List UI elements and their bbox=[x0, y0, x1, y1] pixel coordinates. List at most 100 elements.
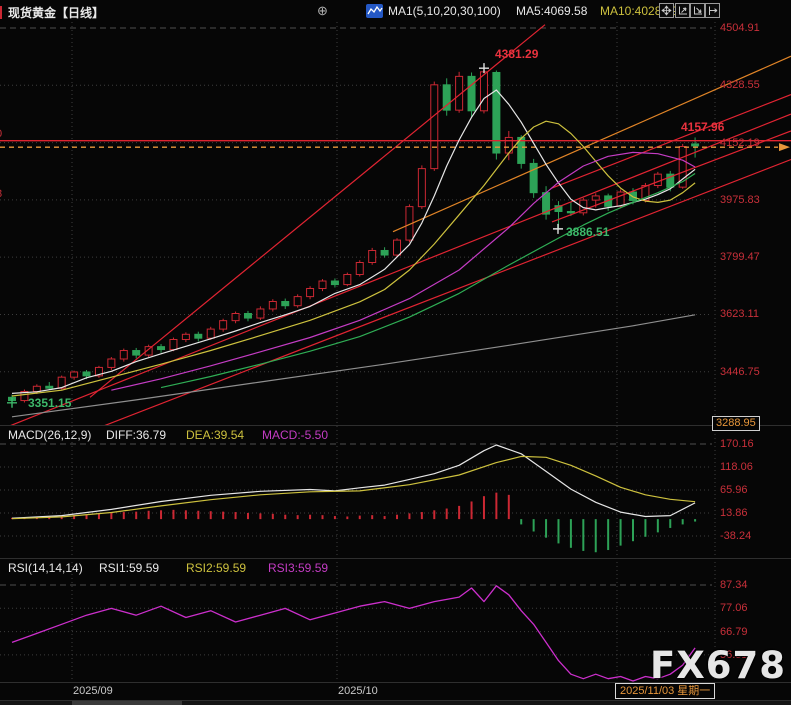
instrument-title: 现货黄金【日线】 bbox=[8, 6, 105, 20]
exit-right-icon[interactable] bbox=[705, 3, 720, 18]
candle-body bbox=[157, 346, 166, 351]
candle-body bbox=[281, 300, 290, 307]
crosshair-move-icon[interactable] bbox=[659, 3, 674, 18]
ma-line-ma10 bbox=[11, 120, 696, 397]
candle-body bbox=[256, 308, 265, 319]
y-axis-label: 66.79 bbox=[720, 625, 748, 638]
macd-dea-line bbox=[11, 455, 696, 520]
candle-body bbox=[219, 320, 228, 330]
ma5-value: MA5:4069.58 bbox=[516, 4, 588, 18]
macd-diff-value: DIFF:36.79 bbox=[106, 428, 167, 442]
candle-body bbox=[591, 195, 600, 201]
y-axis-label: 13.86 bbox=[720, 507, 748, 519]
y-axis-label: 4152.19 bbox=[720, 136, 760, 149]
clipped-candle-fragment bbox=[0, 6, 2, 19]
candle-body bbox=[691, 143, 700, 147]
candle-body bbox=[268, 300, 277, 310]
candle-body bbox=[293, 296, 302, 307]
macd-dea-value: DEA:39.54 bbox=[186, 428, 245, 442]
hline-price-label: 4157.96 bbox=[681, 120, 725, 134]
price-arrow bbox=[779, 143, 790, 152]
candle-body bbox=[492, 71, 501, 154]
y-axis-label: 3799.47 bbox=[720, 251, 760, 264]
candle-body bbox=[393, 239, 402, 256]
macd-hist-value: MACD:-5.50 bbox=[262, 428, 329, 442]
candle-body bbox=[107, 358, 116, 368]
candle-body bbox=[653, 173, 662, 187]
rsi-params-label: RSI(14,14,14) bbox=[8, 561, 83, 575]
candle-body bbox=[641, 185, 650, 201]
candle-body bbox=[231, 313, 240, 322]
candle-body bbox=[380, 249, 389, 256]
candle-body bbox=[45, 385, 54, 389]
y-axis-label: 4328.55 bbox=[720, 79, 760, 92]
peak-price-label: 4381.29 bbox=[495, 47, 539, 61]
candle-body bbox=[169, 338, 178, 351]
macd-params-label: MACD(26,12,9) bbox=[8, 428, 92, 442]
candle-body bbox=[455, 75, 464, 111]
trendline bbox=[89, 24, 546, 398]
trendline bbox=[392, 55, 791, 233]
rsi-line bbox=[11, 585, 696, 682]
rsi3-value: RSI3:59.59 bbox=[268, 561, 329, 575]
extreme-cross-marker bbox=[7, 397, 17, 408]
candle-body bbox=[243, 313, 252, 319]
y-axis-label: 65.96 bbox=[720, 484, 748, 496]
extreme-cross-marker bbox=[479, 63, 489, 74]
y-axis-label: 170.16 bbox=[720, 438, 754, 450]
y-axis-label: 4504.91 bbox=[720, 22, 760, 34]
scrollbar-track[interactable] bbox=[0, 701, 791, 705]
y-axis-label: 3623.11 bbox=[720, 308, 759, 321]
candlestick-chart-icon[interactable] bbox=[366, 4, 383, 18]
candle-body bbox=[20, 390, 29, 402]
candle-body bbox=[206, 328, 215, 339]
candle-body bbox=[194, 333, 203, 339]
candle-body bbox=[330, 280, 339, 286]
rsi1-value: RSI1:59.59 bbox=[99, 561, 160, 575]
x-axis-label-sep: 2025/09 bbox=[73, 685, 113, 697]
ma-line-ma5 bbox=[11, 89, 696, 394]
candle-body bbox=[442, 84, 451, 111]
y-axis-label: 118.06 bbox=[720, 461, 753, 473]
link-icon[interactable]: ⊕ bbox=[317, 3, 328, 18]
rsi2-value: RSI2:59.59 bbox=[186, 561, 247, 575]
zoom-y-axis-icon[interactable] bbox=[675, 3, 690, 18]
candle-body bbox=[430, 84, 439, 170]
zoom-x-axis-icon[interactable] bbox=[690, 3, 705, 18]
candle-body bbox=[467, 75, 476, 112]
scrollbar-thumb[interactable] bbox=[72, 701, 182, 705]
ma-params-label: MA1(5,10,20,30,100) bbox=[388, 4, 501, 18]
y-axis-label: 77.06 bbox=[720, 602, 748, 615]
current-date-badge: 2025/11/03 星期一 bbox=[615, 683, 716, 699]
candle-body bbox=[318, 280, 327, 289]
candle-body bbox=[119, 350, 128, 360]
trendline bbox=[551, 130, 791, 223]
candle-body bbox=[678, 146, 687, 188]
ma10-value: MA10:4028.69 bbox=[600, 4, 679, 18]
candle-body bbox=[181, 333, 190, 340]
candle-body bbox=[417, 168, 426, 208]
candle-body bbox=[529, 162, 538, 194]
macd-diff-line bbox=[11, 444, 696, 519]
low1-price-label: 3351.15 bbox=[28, 396, 72, 410]
candle-body bbox=[70, 371, 79, 378]
clipped-left-axis-fragment: 8 bbox=[0, 188, 2, 200]
trendline bbox=[10, 113, 791, 425]
candle-body bbox=[517, 136, 526, 164]
y-axis-label: 3446.75 bbox=[720, 365, 760, 378]
trendline bbox=[104, 158, 791, 425]
y-axis-label: 87.34 bbox=[720, 579, 748, 591]
ma-line-ma100 bbox=[11, 314, 696, 418]
candle-body bbox=[132, 350, 141, 356]
y-axis-label: 3975.83 bbox=[720, 193, 760, 206]
candle-body bbox=[57, 376, 66, 389]
y-axis-label: -38.24 bbox=[720, 530, 752, 542]
candle-body bbox=[82, 371, 91, 377]
extreme-cross-marker bbox=[553, 223, 563, 234]
y-axis-label: 56.51 bbox=[720, 648, 748, 661]
low2-price-label: 3886.51 bbox=[566, 225, 610, 239]
ma-line-ma30 bbox=[160, 172, 696, 389]
candle-body bbox=[144, 346, 153, 356]
